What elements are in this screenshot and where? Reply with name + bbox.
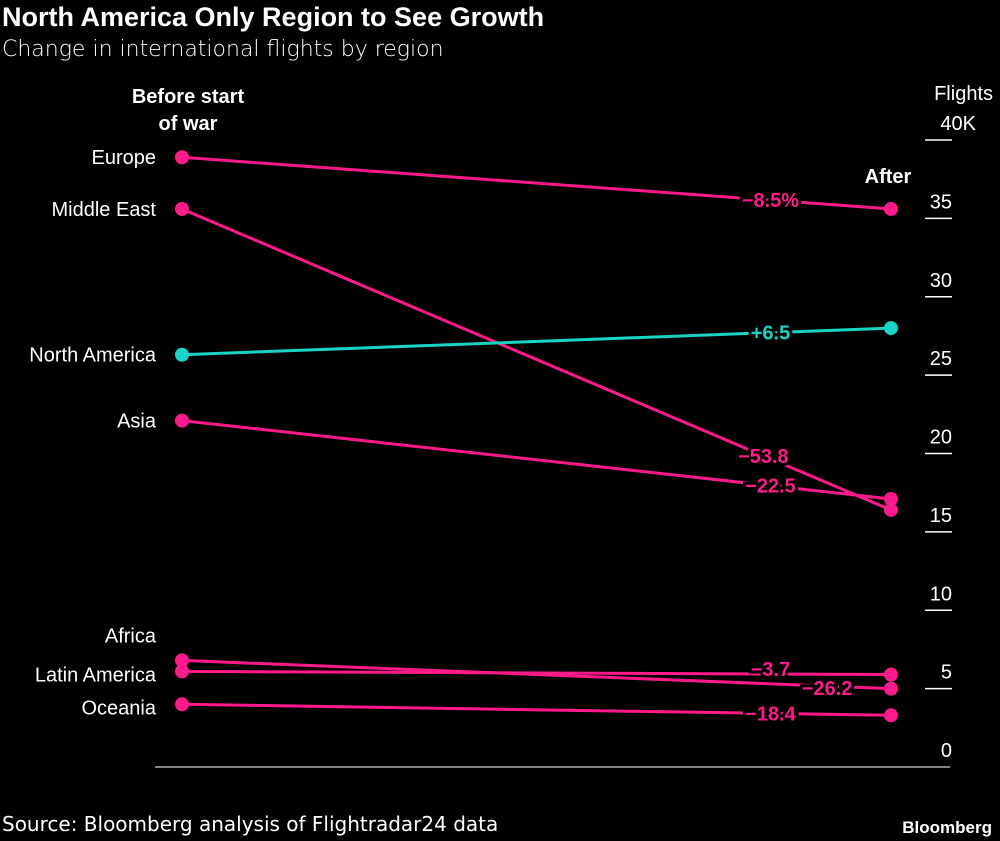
right-header: After — [865, 166, 912, 188]
series-line — [181, 669, 892, 677]
chart-subtitle: Change in international flights by regio… — [2, 37, 444, 62]
series-line — [181, 155, 892, 211]
chart-title: North America Only Region to See Growth — [2, 2, 545, 32]
point-after — [884, 491, 898, 506]
change-label: −53.8 — [738, 446, 789, 468]
y-tick-label: 30 — [930, 270, 952, 292]
region-label: Latin America — [35, 664, 157, 686]
point-before — [175, 653, 189, 668]
y-tick-label: 5 — [941, 662, 952, 684]
point-before — [175, 201, 189, 216]
change-label: −18.4 — [745, 703, 796, 725]
point-before — [175, 697, 189, 712]
change-label: +6.5 — [751, 323, 790, 345]
point-before — [175, 150, 189, 165]
region-label: Middle East — [52, 199, 157, 221]
region-label: North America — [29, 345, 157, 367]
point-after — [884, 201, 898, 216]
series-line — [181, 326, 892, 357]
region-label: Asia — [117, 411, 157, 433]
y-tick-label: 25 — [930, 348, 952, 370]
y-tick-label: 20 — [930, 427, 952, 449]
change-label: −3.7 — [751, 659, 790, 681]
y-tick-label: 10 — [930, 583, 952, 605]
change-label: −26.2 — [802, 678, 853, 700]
point-after — [884, 502, 898, 517]
point-before — [175, 664, 189, 679]
point-before — [175, 413, 189, 428]
change-label: −22.5 — [745, 476, 796, 498]
left-header: of war — [159, 113, 218, 135]
y-tick-label: 0 — [941, 740, 952, 762]
series-line — [181, 207, 892, 512]
point-before — [175, 347, 189, 362]
point-after — [884, 681, 898, 696]
y-tick-label: 35 — [930, 191, 952, 213]
y-tick-label: 15 — [930, 505, 952, 527]
y-tick-label: 40K — [940, 113, 976, 135]
bloomberg-logo: Bloomberg — [902, 818, 992, 837]
series-line — [181, 419, 892, 501]
region-label: Oceania — [82, 697, 157, 719]
series-line — [181, 658, 892, 691]
source-note: Source: Bloomberg analysis of Flightrada… — [2, 812, 499, 836]
series-line — [181, 702, 892, 717]
point-after — [884, 708, 898, 723]
point-after — [884, 321, 898, 336]
point-after — [884, 667, 898, 682]
region-label: Europe — [92, 147, 157, 169]
change-label: −8.5% — [742, 190, 799, 212]
left-header: Before start — [132, 86, 245, 108]
region-label: Africa — [105, 625, 157, 647]
y-axis-label: Flights — [934, 83, 993, 105]
